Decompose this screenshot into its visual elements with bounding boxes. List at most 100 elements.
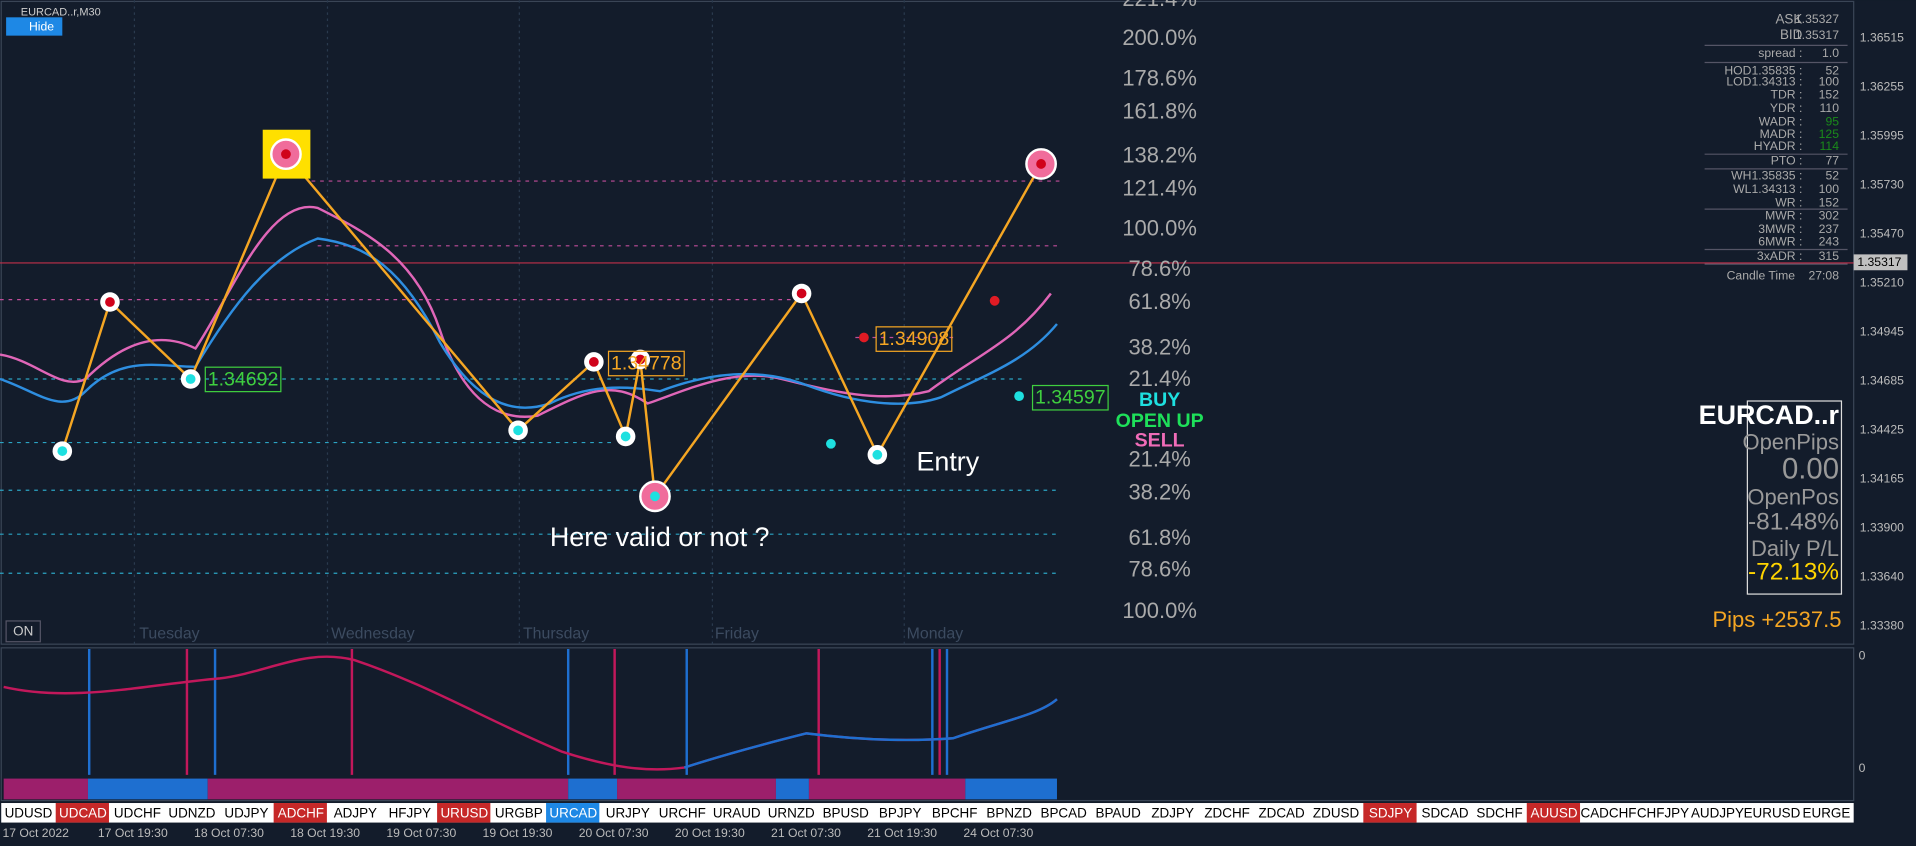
level-box — [204, 366, 282, 393]
info-label: PTO : — [1771, 154, 1803, 168]
info-value: 100 — [1819, 182, 1840, 196]
level-box — [1031, 384, 1109, 411]
fib-level: 21.4% — [1128, 447, 1190, 472]
info-label: ASK — [1775, 11, 1802, 26]
hide-button[interactable] — [6, 17, 63, 36]
level-box — [875, 326, 953, 352]
pair-label: HFJPY — [389, 806, 432, 821]
info-value: 27:08 — [1808, 269, 1839, 283]
info-label: spread : — [1758, 46, 1802, 60]
account-label: OpenPos — [1747, 485, 1839, 510]
info-value: 52 — [1825, 63, 1839, 77]
indicator-label: 0 — [1859, 761, 1866, 775]
pair-label: URUSD — [440, 806, 488, 821]
pair-label: URCHF — [659, 806, 706, 821]
pair-label: BPAUD — [1095, 806, 1141, 821]
pair-label: UDUSD — [5, 806, 53, 821]
info-value: 152 — [1819, 88, 1840, 102]
current-price: 1.35317 — [1857, 255, 1901, 269]
pink-ma — [0, 205, 1052, 418]
pair-label: URNZD — [768, 806, 815, 821]
time-label: 17 Oct 2022 — [2, 826, 69, 840]
pair-highlight — [546, 803, 600, 823]
state-strip — [3, 778, 1057, 800]
pair-label: BPCAD — [1041, 806, 1088, 821]
account-label: OpenPips — [1742, 430, 1839, 455]
pair-label: URCAD — [549, 806, 597, 821]
fib-level: 161.8% — [1122, 98, 1197, 123]
price-label: 1.35210 — [1860, 275, 1904, 289]
fib-level: 61.8% — [1128, 289, 1190, 314]
info-value: 243 — [1819, 234, 1840, 248]
info-label: WR : — [1775, 195, 1802, 209]
time-label: 21 Oct 07:30 — [771, 826, 841, 840]
info-label: MADR : — [1760, 127, 1803, 141]
price-label: 1.36255 — [1860, 79, 1904, 93]
open-label: OPEN UP — [1116, 410, 1204, 432]
info-label: TDR : — [1770, 88, 1802, 102]
pair-label: SDCHF — [1476, 806, 1522, 821]
buy-label: BUY — [1139, 389, 1180, 411]
indicator-label: 0 — [1859, 649, 1866, 663]
info-label: WADR : — [1759, 115, 1803, 129]
price-label: 1.33640 — [1860, 569, 1904, 583]
blue-ma — [0, 237, 1058, 409]
info-label: WL1.34313 : — [1733, 182, 1802, 196]
fib-level: 100.0% — [1122, 598, 1197, 623]
price-label: 1.35730 — [1860, 177, 1904, 191]
info-value: 110 — [1820, 101, 1840, 115]
on-button[interactable] — [5, 620, 41, 643]
fib-level: 61.8% — [1128, 525, 1190, 550]
price-label: 1.36515 — [1860, 30, 1904, 44]
level-label: 1.34597 — [1035, 387, 1106, 409]
time-label: 19 Oct 19:30 — [483, 826, 553, 840]
price-label: 1.34425 — [1860, 422, 1904, 436]
fib-level: 178.6% — [1122, 65, 1197, 90]
account-box — [1746, 400, 1843, 595]
pair-label: AUDJPY — [1691, 806, 1744, 821]
info-label: 6MWR : — [1758, 234, 1802, 248]
account-value: 0.00 — [1782, 452, 1839, 485]
pair-label: ZDJPY — [1151, 806, 1194, 821]
info-label: YDR : — [1770, 101, 1803, 115]
hide-label: Hide — [29, 19, 54, 33]
time-label: 21 Oct 19:30 — [867, 826, 937, 840]
pair-label: SDCAD — [1422, 806, 1469, 821]
price-label: 1.35470 — [1860, 226, 1904, 240]
info-label: WH1.35835 : — [1731, 168, 1802, 182]
pair-highlight — [1363, 803, 1417, 823]
info-value: 77 — [1825, 154, 1839, 168]
pair-label: AUUSD — [1530, 806, 1577, 821]
pair-label: ZDUSD — [1313, 806, 1360, 821]
pair-label: URJPY — [606, 806, 650, 821]
fib-level: 21.4% — [1128, 366, 1190, 391]
pair-label: ZDCHF — [1204, 806, 1250, 821]
info-label: MWR : — [1765, 209, 1802, 223]
pair-label: URAUD — [713, 806, 761, 821]
pair-label: UDNZD — [168, 806, 215, 821]
info-value: 1.35317 — [1795, 28, 1839, 42]
price-tag — [1853, 254, 1908, 271]
account-symbol: EURCAD..r — [1699, 400, 1840, 430]
level-box — [607, 350, 685, 377]
on-label: ON — [13, 623, 33, 638]
info-value: 95 — [1825, 115, 1839, 129]
symbol: EURCAD..r,M30 — [21, 6, 101, 18]
pair-label: SDJPY — [1369, 806, 1412, 821]
info-value: 1.35327 — [1795, 12, 1839, 26]
pair-label: ADCHF — [278, 806, 324, 821]
pair-highlight — [1526, 803, 1581, 823]
pair-label: BPNZD — [986, 806, 1032, 821]
pair-highlight — [437, 803, 491, 823]
pair-label: UDJPY — [224, 806, 268, 821]
fib-level: 200.0% — [1122, 25, 1197, 50]
time-label: 18 Oct 07:30 — [194, 826, 264, 840]
info-label: BID — [1780, 27, 1803, 42]
info-label: 3xADR : — [1757, 249, 1802, 263]
info-value: 152 — [1819, 195, 1840, 209]
time-label: 20 Oct 07:30 — [579, 826, 649, 840]
day-label: Wednesday — [331, 626, 415, 643]
fib-level: 221.4% — [1122, 0, 1197, 11]
